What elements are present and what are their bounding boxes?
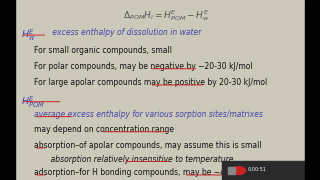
- Circle shape: [231, 167, 245, 175]
- Text: absorption relatively insensitive to temperature: absorption relatively insensitive to tem…: [34, 155, 233, 164]
- Text: $H^E_{POM}$: $H^E_{POM}$: [21, 94, 45, 110]
- Text: adsorption–for H bonding compounds, may be −40-50 kJ/…: adsorption–for H bonding compounds, may …: [34, 168, 261, 177]
- Text: $\Delta_{POM}H_i = H^E_{POM} - H^E_w$: $\Delta_{POM}H_i = H^E_{POM} - H^E_w$: [123, 8, 210, 23]
- Text: $H^E_w$: $H^E_w$: [21, 28, 36, 43]
- Text: average excess enthalpy for various sorption sites/matrixes: average excess enthalpy for various sorp…: [34, 110, 262, 119]
- Bar: [222, 161, 320, 180]
- Text: For polar compounds, may be negative by −20-30 kJ/mol: For polar compounds, may be negative by …: [34, 62, 252, 71]
- Text: For small organic compounds, small: For small organic compounds, small: [34, 46, 172, 55]
- Bar: [228, 167, 235, 174]
- Text: may depend on concentration range: may depend on concentration range: [34, 125, 173, 134]
- Text: excess enthalpy of dissolution in water: excess enthalpy of dissolution in water: [50, 28, 201, 37]
- Text: absorption–of apolar compounds, may assume this is small: absorption–of apolar compounds, may assu…: [34, 141, 261, 150]
- Text: 0:00:51: 0:00:51: [248, 167, 267, 172]
- Text: For large apolar compounds may be positive by 20-30 kJ/mol: For large apolar compounds may be positi…: [34, 78, 267, 87]
